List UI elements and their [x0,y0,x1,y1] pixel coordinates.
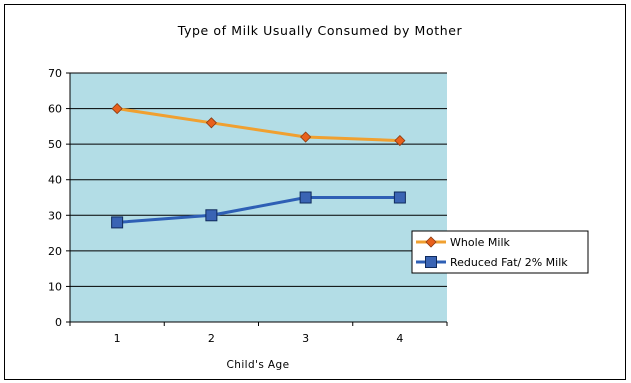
data-point [299,191,312,204]
legend-marker [425,256,437,268]
y-tick-label: 50 [48,138,62,151]
data-point [111,216,124,229]
data-point [393,191,406,204]
y-tick-label: 30 [48,209,62,222]
legend-box [411,230,589,274]
x-tick-label: 3 [302,332,309,345]
data-point [111,103,123,115]
series-markers [111,103,406,229]
y-tick-label: 20 [48,245,62,258]
series-line-1 [117,196,400,224]
data-point [394,135,406,147]
y-tick-label: 70 [48,67,62,80]
y-tick-label: 60 [48,103,62,116]
y-tick-label: 0 [55,316,62,329]
legend-marker [425,236,437,248]
series-line-0 [116,107,400,143]
x-axis-label: Child's Age [227,359,290,371]
series-lines [116,107,400,224]
data-point [205,117,217,129]
chart-title: Type of Milk Usually Consumed by Mother [177,23,463,38]
x-tick-label: 4 [396,332,403,345]
data-point [205,209,218,222]
legend-label: Whole Milk [450,236,511,249]
x-tick-label: 1 [114,332,121,345]
y-tick-label: 40 [48,174,62,187]
legend-label: Reduced Fat/ 2% Milk [450,256,568,269]
y-tick-label: 10 [48,280,62,293]
gridlines [70,72,447,287]
data-point [300,131,312,143]
legend: Whole Milk Reduced Fat/ 2% Milk [411,230,589,274]
x-axis-ticks: 1 2 3 4 [69,322,448,345]
x-tick-label: 2 [208,332,215,345]
y-axis-ticks: 0 10 20 30 40 50 60 70 [48,67,70,329]
